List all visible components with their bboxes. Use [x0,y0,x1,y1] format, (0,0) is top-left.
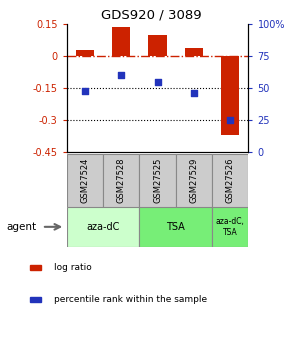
Bar [212,207,248,247]
Bar [30,297,41,302]
Bar [67,154,103,207]
Text: aza-dC,
TSA: aza-dC, TSA [216,217,245,237]
Point [155,79,160,84]
Text: percentile rank within the sample: percentile rank within the sample [54,295,208,304]
Text: GSM27529: GSM27529 [189,158,198,203]
Bar [148,35,167,56]
Point [228,117,233,122]
Point [191,90,196,96]
Bar [139,207,212,247]
Text: TSA: TSA [166,222,185,232]
Bar [212,154,248,207]
Bar [139,154,176,207]
Text: GSM27525: GSM27525 [153,158,162,203]
Bar [176,154,212,207]
Bar [112,27,130,56]
Bar [185,48,203,56]
Text: GSM27524: GSM27524 [80,158,89,203]
Text: log ratio: log ratio [54,263,92,272]
Bar [30,265,41,269]
Bar [103,154,139,207]
Text: GDS920 / 3089: GDS920 / 3089 [101,9,202,22]
Bar [76,50,94,56]
Bar [221,56,239,135]
Bar [67,207,139,247]
Text: GSM27526: GSM27526 [226,158,235,203]
Text: GSM27528: GSM27528 [117,158,126,203]
Point [119,72,124,78]
Point [82,88,87,93]
Text: agent: agent [6,222,36,232]
Text: aza-dC: aza-dC [86,222,120,232]
